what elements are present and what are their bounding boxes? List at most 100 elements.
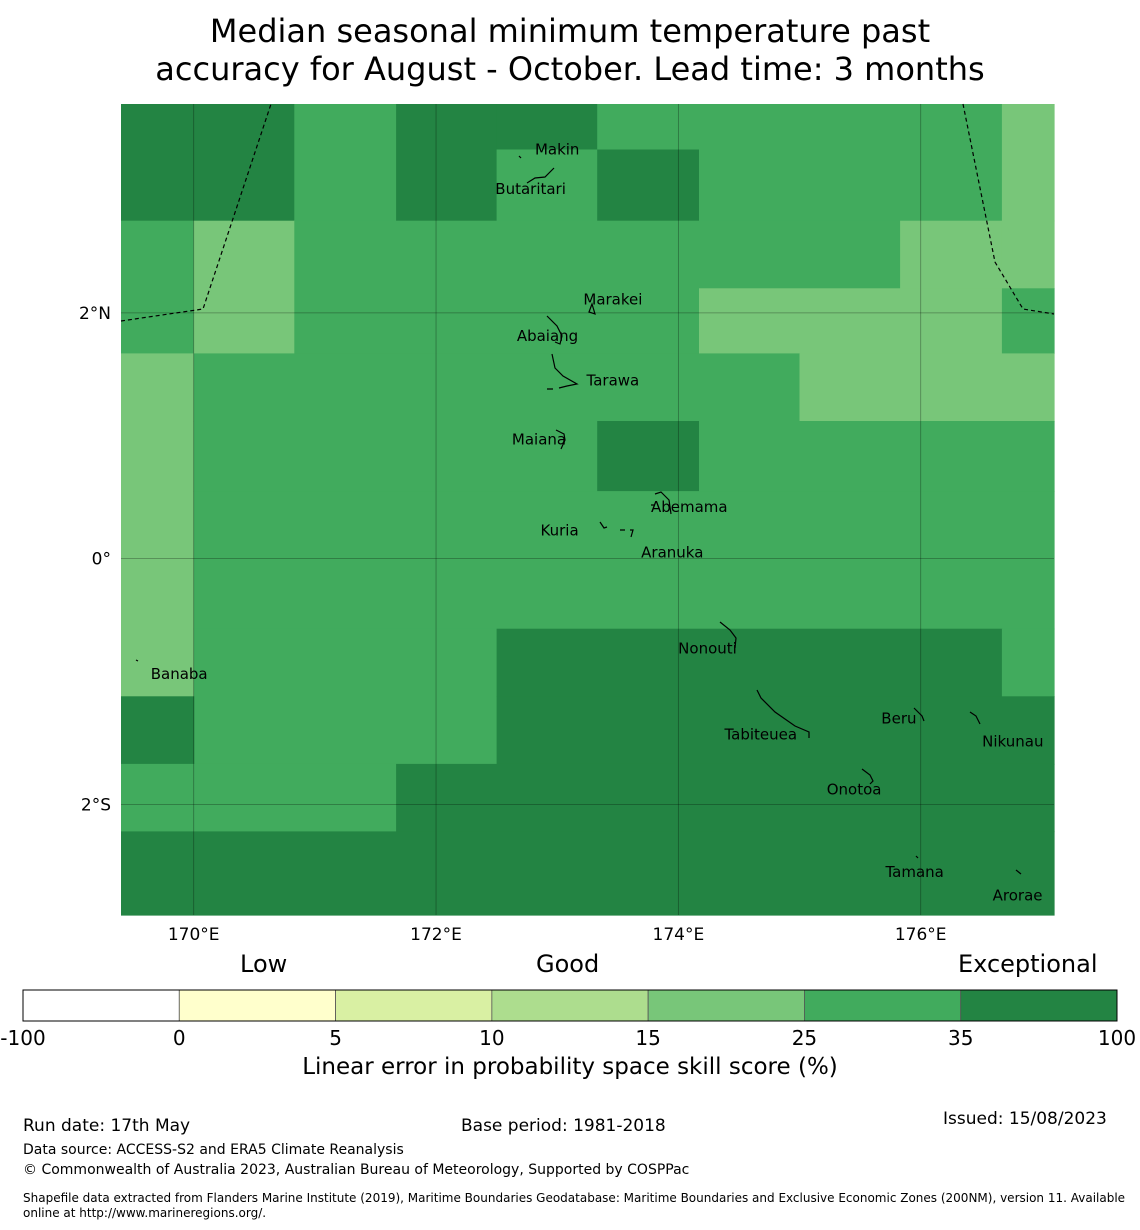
grid-cell (1001, 104, 1055, 222)
island-banaba (135, 659, 139, 662)
place-label-butaritari: Butaritari (495, 180, 566, 198)
run-date: Run date: 17th May (23, 1116, 191, 1136)
data-source: Data source: ACCESS-S2 and ERA5 Climate … (23, 1142, 404, 1158)
island-tamana (915, 855, 919, 859)
eez-boundary-east (962, 103, 1055, 315)
place-label-tamana: Tamana (885, 863, 944, 881)
base-period: Base period: 1981-2018 (461, 1116, 666, 1136)
grid-cell (900, 288, 1003, 354)
copyright: © Commonwealth of Australia 2023, Austra… (23, 1162, 690, 1178)
island-nonouti (719, 621, 737, 649)
place-label-tarawa: Tarawa (586, 372, 640, 390)
grid-cell (193, 421, 598, 492)
grid-cell (496, 149, 598, 222)
colorbar-segment (178, 989, 336, 1022)
grid-cell (1001, 628, 1055, 697)
place-label-abaiang: Abaiang (517, 327, 578, 345)
island-abemama (651, 491, 672, 515)
grid-cell (1001, 288, 1055, 354)
grid-cell (193, 491, 1055, 630)
island-tarawa (547, 353, 579, 390)
colorbar-segment (960, 989, 1118, 1022)
colorbar-word-exceptional: Exceptional (958, 950, 1098, 978)
colorbar-tick-label: 100 (1098, 1026, 1136, 1050)
skill-grid-cells (121, 104, 1055, 916)
island-nikunau (969, 711, 981, 725)
island-kuria (599, 521, 608, 529)
grid-cell (699, 288, 901, 354)
colorbar-segment (647, 989, 805, 1022)
colorbar (22, 989, 1118, 1022)
place-label-maiana: Maiana (512, 431, 566, 449)
island-onotoa (861, 768, 874, 785)
grid-cell (597, 421, 700, 492)
colorbar-label: Linear error in probability space skill … (302, 1054, 838, 1080)
graticule (121, 104, 1054, 915)
grid-cell (294, 104, 397, 222)
y-tick-label: 2°N (79, 304, 111, 324)
island-maiana (555, 429, 566, 450)
colorbar-frame (22, 989, 1118, 1022)
grid-cell (294, 220, 700, 354)
colorbar-tick-label: 10 (479, 1026, 504, 1050)
grid-cell (496, 628, 1003, 697)
grid-cell (121, 104, 295, 222)
x-tick-label: 170°E (168, 925, 220, 945)
grid-cell (799, 353, 1055, 422)
colorbar-tick-label: 5 (329, 1026, 342, 1050)
axis-tick-labels: 170°E 172°E 174°E 176°E 2°N 0° 2°S (79, 304, 947, 945)
chart-title-line-2: accuracy for August - October. Lead time… (155, 50, 985, 88)
place-label-beru: Beru (881, 709, 916, 727)
grid-cell (699, 104, 1003, 222)
grid-cell (121, 763, 397, 833)
colorbar-tick-label: 0 (173, 1026, 186, 1050)
y-tick-label: 0° (92, 550, 111, 570)
colorbar-segment (22, 989, 180, 1022)
grid-cell (193, 220, 295, 354)
island-makin (518, 155, 522, 159)
issued-date: Issued: 15/08/2023 (943, 1109, 1107, 1129)
place-label-aranuka: Aranuka (641, 544, 703, 562)
place-label-onotoa: Onotoa (827, 781, 882, 799)
island-aranuka (620, 529, 634, 538)
colorbar-tick-label: 25 (792, 1026, 817, 1050)
grid-cell (396, 763, 1055, 833)
colorbar-word-low: Low (240, 950, 288, 978)
grid-cell (396, 104, 498, 222)
grid-cell (900, 220, 1003, 289)
shapefile-credit: Shapefile data extracted from Flanders M… (23, 1191, 1126, 1220)
island-outlines (135, 155, 1022, 875)
grid-cell (496, 696, 1055, 765)
chart-title-line-1: Median seasonal minimum temperature past (209, 12, 931, 50)
eez-boundary-west (120, 103, 272, 322)
place-label-abemama: Abemama (651, 498, 728, 516)
grid-cell (121, 220, 195, 354)
island-marakei (588, 302, 596, 315)
grid-cell (1001, 220, 1055, 289)
place-label-arorae: Arorae (993, 886, 1043, 904)
place-label-banaba: Banaba (151, 665, 208, 683)
colorbar-tick-labels: -100 0 5 10 15 25 35 100 (0, 1026, 1136, 1050)
colorbar-tick-label: -100 (0, 1026, 45, 1050)
colorbar-segment (491, 989, 649, 1022)
place-label-tabiteuea: Tabiteuea (723, 725, 797, 743)
island-tabiteuea (756, 689, 810, 738)
colorbar-segment (804, 989, 962, 1022)
colorbar-tick-label: 15 (635, 1026, 660, 1050)
grid-cell (193, 628, 498, 765)
grid-cell (597, 149, 700, 222)
grid-cell (699, 421, 1055, 492)
island-beru (913, 707, 925, 722)
grid-cell (699, 220, 901, 289)
grid-cell (193, 353, 801, 422)
colorbar-segment (335, 989, 493, 1022)
x-tick-label: 176°E (895, 925, 947, 945)
place-label-nonouti: Nonouti (678, 639, 737, 657)
grid-cell (121, 353, 195, 697)
grid-cell (121, 696, 195, 765)
eez-boundary (120, 103, 1055, 322)
x-tick-label: 174°E (653, 925, 705, 945)
island-butaritari (526, 167, 555, 184)
grid-cell (496, 104, 598, 151)
